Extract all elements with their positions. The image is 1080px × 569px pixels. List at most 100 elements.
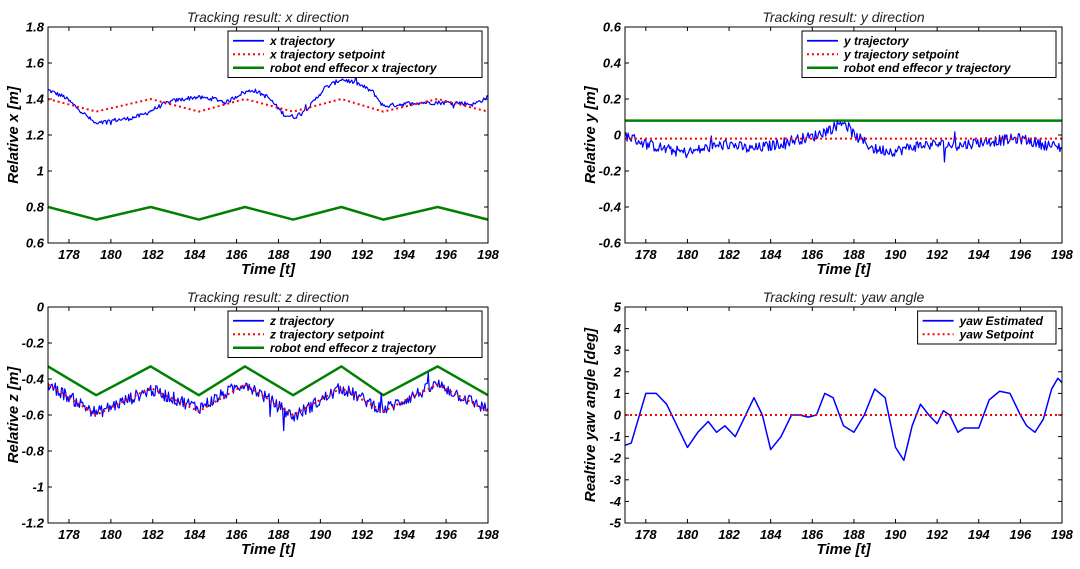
- x-tick-label: 184: [760, 247, 782, 262]
- x-tick-label: 184: [184, 247, 206, 262]
- x-tick-label: 192: [926, 527, 948, 542]
- x-tick-label: 182: [142, 247, 164, 262]
- y-tick-label: -4: [609, 494, 621, 509]
- x-tick-label: 182: [718, 527, 740, 542]
- plot-frame: [624, 26, 1063, 244]
- y-axis-label: Relative y [m]: [582, 85, 599, 184]
- y-tick-label: 0: [37, 300, 45, 315]
- x-tick-label: 178: [635, 247, 657, 262]
- x-tick-label: 180: [677, 247, 699, 262]
- chart-title: Tracking result: x direction: [187, 9, 350, 25]
- series-line-robot-end-effecor-z-trajectory: [48, 365, 488, 397]
- x-tick-label: 178: [58, 247, 80, 262]
- x-tick-label: 192: [351, 247, 373, 262]
- x-tick-label: 188: [843, 247, 865, 262]
- x-tick-label: 182: [142, 527, 164, 542]
- series-line-y-trajectory: [625, 120, 1062, 163]
- x-tick-label: 192: [926, 247, 948, 262]
- y-tick-label: 3: [614, 343, 622, 358]
- chart-yaw-angle: Tracking result: yaw angle -5 -4 -3 -2 -1 0 1 2 3…: [582, 289, 1074, 558]
- y-tick-label: 0.6: [26, 236, 45, 251]
- series-line-robot-end-effecor-x-trajectory: [48, 205, 488, 221]
- plot-area: [625, 119, 1062, 163]
- plot-frame: [624, 306, 1063, 524]
- x-tick-label: 198: [1051, 247, 1073, 262]
- y-tick-label: -1: [32, 480, 44, 495]
- x-tick-label: 188: [268, 247, 290, 262]
- legend-label-y-trajectory-setpoint: y trajectory setpoint: [843, 47, 960, 61]
- x-tick-label: 180: [100, 527, 122, 542]
- legend-box: [227, 30, 483, 78]
- y-tick-label: 1: [37, 164, 44, 179]
- x-tick-label: 190: [310, 527, 332, 542]
- x-tick-label: 198: [477, 527, 499, 542]
- legend-label-y-trajectory: y trajectory: [843, 34, 910, 48]
- legend-label-x-trajectory: x trajectory: [269, 34, 336, 48]
- y-tick-label: 1.4: [26, 92, 45, 107]
- y-tick-label: -0.8: [22, 444, 45, 459]
- legend-label-yaw-setpoint: yaw Setpoint: [959, 327, 1035, 341]
- legend-label-robot-end-effecor-y-trajectory: robot end effecor y trajectory: [844, 61, 1012, 75]
- y-tick-label: 0: [614, 408, 622, 423]
- y-tick-label: 5: [614, 300, 622, 315]
- x-tick-label: 196: [435, 247, 457, 262]
- series-line-x-trajectory-setpoint: [48, 98, 488, 113]
- y-tick-label: 0.4: [603, 56, 622, 71]
- x-tick-label: 184: [184, 527, 206, 542]
- series-line-z-trajectory: [48, 372, 488, 432]
- y-tick-label: 1: [614, 386, 621, 401]
- plot-frame: [47, 26, 489, 244]
- x-tick-label: 190: [885, 247, 907, 262]
- chart-title: Tracking result: y direction: [762, 9, 925, 25]
- x-tick-label: 180: [100, 247, 122, 262]
- x-tick-label: 194: [968, 247, 990, 262]
- y-tick-label: -5: [609, 516, 621, 531]
- x-tick-label: 196: [435, 527, 457, 542]
- y-tick-label: 0.2: [603, 92, 622, 107]
- y-tick-label: 1.6: [26, 56, 45, 71]
- y-tick-label: 0: [614, 128, 622, 143]
- x-tick-label: 188: [268, 527, 290, 542]
- x-tick-label: 186: [801, 527, 823, 542]
- y-tick-label: -0.2: [22, 336, 45, 351]
- y-axis-label: Relative z [m]: [5, 366, 22, 464]
- legend-label-z-trajectory-setpoint: z trajectory setpoint: [269, 327, 385, 341]
- legend-label-z-trajectory: z trajectory: [269, 314, 335, 328]
- legend-box: [801, 30, 1057, 78]
- chart-title: Tracking result: yaw angle: [763, 289, 925, 305]
- y-tick-label: -0.2: [599, 164, 622, 179]
- y-tick-label: 4: [613, 321, 622, 336]
- x-axis-label: Time [t]: [241, 541, 296, 558]
- x-tick-label: 196: [1010, 247, 1032, 262]
- x-tick-label: 194: [968, 527, 990, 542]
- chart-x-direction: Tracking result: x direction 0.6 0.8 1 1.2 1.…: [5, 9, 500, 278]
- x-tick-label: 196: [1010, 527, 1032, 542]
- x-tick-label: 198: [477, 247, 499, 262]
- chart-y-direction: Tracking result: y direction -0.6 -0.4 -0.2…: [582, 9, 1074, 278]
- chart-title: Tracking result: z direction: [187, 289, 350, 305]
- x-tick-label: 182: [718, 247, 740, 262]
- x-tick-label: 198: [1051, 527, 1073, 542]
- y-tick-label: -1: [609, 429, 621, 444]
- series-line-x-trajectory: [48, 74, 488, 126]
- series-line-yaw-estimated: [625, 377, 1062, 462]
- x-tick-label: 178: [635, 527, 657, 542]
- x-tick-label: 178: [58, 527, 80, 542]
- x-tick-label: 180: [677, 527, 699, 542]
- x-tick-label: 190: [885, 527, 907, 542]
- plot-area: [625, 377, 1062, 462]
- plot-area: [48, 74, 488, 221]
- x-tick-label: 186: [226, 247, 248, 262]
- y-tick-label: 0.6: [603, 20, 622, 35]
- x-tick-label: 194: [393, 247, 415, 262]
- y-tick-label: -0.6: [22, 408, 45, 423]
- y-tick-label: -1.2: [22, 516, 45, 531]
- legend-box: [227, 310, 483, 358]
- y-tick-label: -3: [609, 472, 621, 487]
- plot-area: [48, 365, 488, 432]
